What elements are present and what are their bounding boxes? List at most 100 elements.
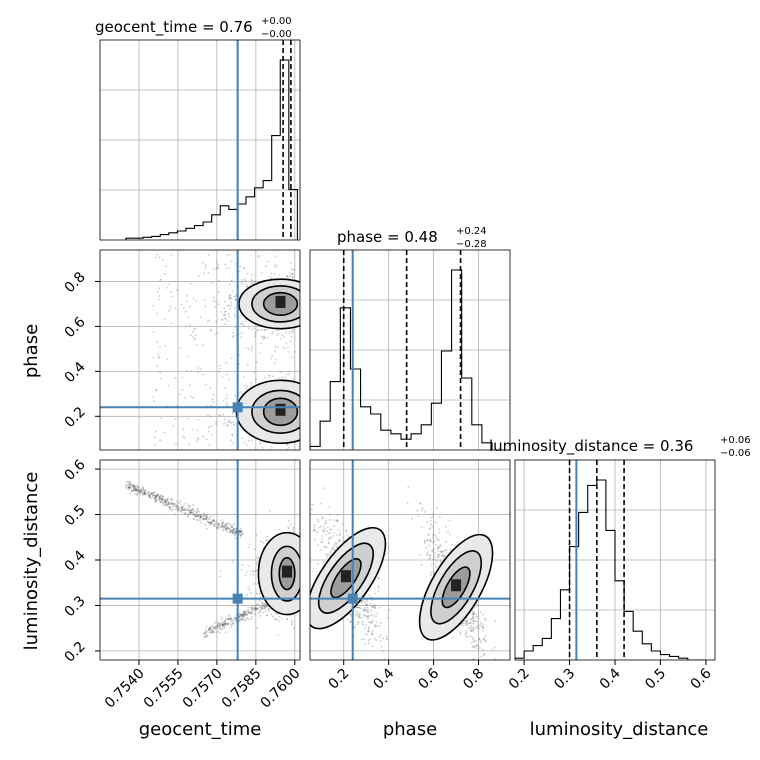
sample-point [464,633,467,636]
sample-point [169,305,172,307]
sample-point [472,622,475,625]
sample-point [157,352,160,355]
sample-point [154,256,157,259]
sample-point [373,603,376,606]
sample-point [199,518,202,521]
sample-point [239,614,241,616]
sample-point [214,625,217,628]
sample-point [176,509,179,512]
sample-point [157,493,160,496]
sample-point [265,605,268,608]
sample-point [209,522,212,525]
sample-point [240,614,243,617]
sample-point [257,329,260,332]
sample-point [175,508,177,511]
sample-point [426,539,429,542]
x-tick-label-luminosity-distance: 0.3 [551,666,578,693]
sample-point [196,371,199,374]
sample-point [358,606,360,609]
sample-point [154,494,157,496]
sample-point [148,493,151,496]
sample-point [228,296,231,299]
sample-point [263,602,266,605]
sample-point [233,532,236,534]
sample-point [286,275,288,278]
sample-point [475,613,477,616]
sample-point [168,506,171,509]
sample-point [234,533,236,536]
sample-point [176,404,179,407]
sample-point [207,427,210,430]
sample-point [256,626,259,629]
sample-point [365,600,368,603]
sample-point [483,637,486,640]
sample-point [371,629,374,632]
sample-point [432,525,434,528]
sample-point [194,516,197,518]
hist-clip-group [515,460,706,660]
sample-point [151,493,153,495]
sample-point [203,635,206,638]
sample-point [255,608,257,610]
sample-point [231,622,233,624]
sample-point [132,489,135,492]
sample-point [473,645,476,648]
sample-point [484,640,487,642]
sample-point [147,494,150,497]
sample-point [245,571,248,574]
contour-line [310,526,387,630]
sample-point [140,490,143,493]
sample-point [289,340,292,343]
sample-point [175,507,178,510]
sample-point [244,612,247,615]
sample-point [470,642,473,644]
sample-point [231,412,234,415]
sample-point [249,612,252,615]
sample-point [292,530,295,533]
sample-point [196,440,198,443]
sample-point [208,627,210,630]
sample-point [206,516,208,519]
sample-point [241,615,243,618]
contour-line [251,389,300,434]
sample-point [207,430,210,433]
sample-point [203,518,206,521]
sample-point [177,507,180,510]
sample-point [382,637,385,640]
sample-point [208,631,211,634]
sample-point [202,272,205,275]
sample-point [238,615,241,618]
sample-point [250,608,253,611]
sample-point [175,500,178,503]
sample-point [256,592,258,595]
sample-point [204,518,207,521]
sample-point [376,612,379,615]
sample-point [163,498,166,501]
sample-point [255,330,257,333]
sample-point [265,603,268,606]
y-tick-label-phase: 0.8 [62,269,89,296]
sample-point [206,635,209,637]
sample-point [436,556,439,559]
sample-point [253,371,256,374]
sample-point [329,528,332,531]
sample-point [156,494,158,497]
2d-panel-geocent-time-vs-luminosity-distance [99,459,301,661]
sample-point [252,604,255,607]
sample-point [371,633,374,636]
sample-point [203,631,206,634]
sample-point [125,486,128,489]
sample-point [228,298,231,300]
title-geocent-time-plus: +0.00 [261,16,292,27]
sample-point [135,485,138,488]
sample-point [161,499,164,502]
sample-point [230,623,232,626]
sample-point [221,318,224,321]
sample-point [226,623,229,625]
sample-point [171,295,174,298]
sample-point [238,617,241,620]
sample-point [238,531,241,534]
sample-point [228,614,230,616]
sample-point [243,611,246,614]
sample-point [326,526,329,529]
